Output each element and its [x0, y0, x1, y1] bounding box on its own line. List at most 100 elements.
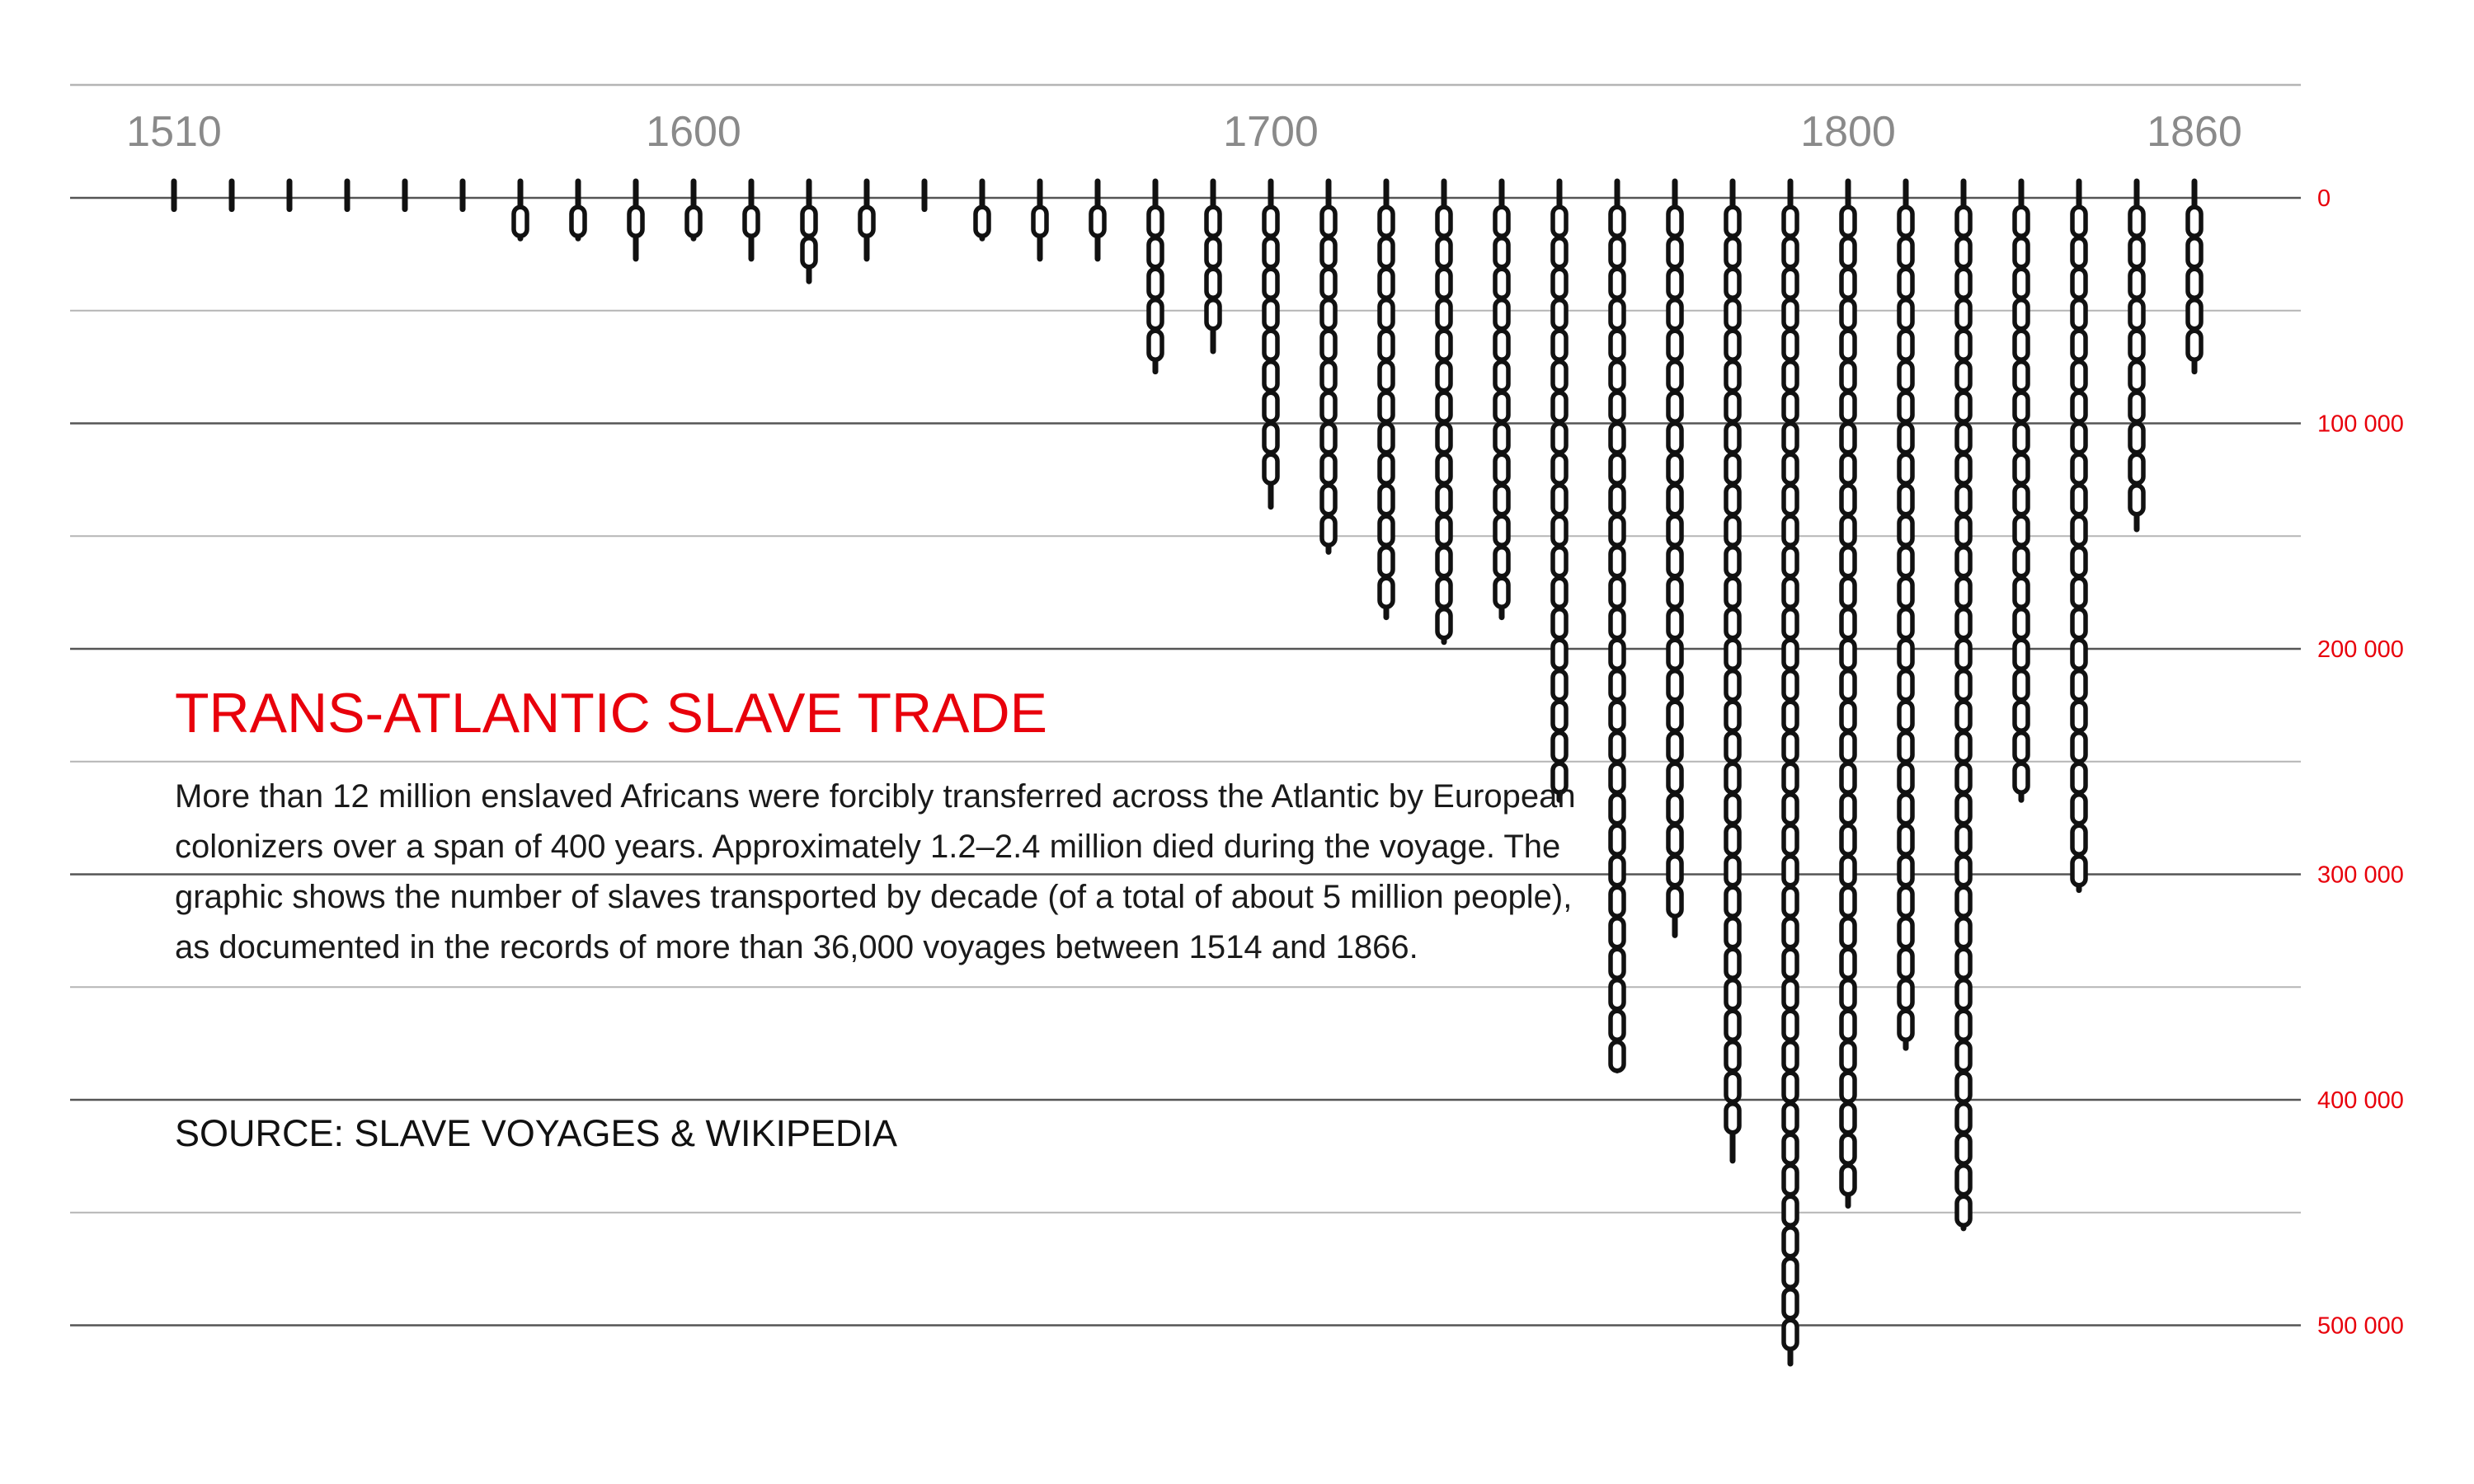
chain-link: [1493, 421, 1511, 455]
chain-link: [1781, 792, 1799, 826]
chain-link: [2070, 328, 2088, 362]
chain-link: [1319, 328, 1338, 362]
chart-source: SOURCE: SLAVE VOYAGES & WIKIPEDIA: [175, 1112, 898, 1154]
chain-link: [1897, 730, 1915, 764]
chain-link: [800, 236, 818, 270]
chain-link: [1839, 792, 1857, 826]
chain-link: [1897, 514, 1915, 547]
chain-link: [1319, 204, 1338, 238]
chain-link: [2012, 328, 2030, 362]
chain-link: [2070, 761, 2088, 795]
chain-link: [1724, 390, 1742, 424]
chain-link: [1839, 730, 1857, 764]
chain-link: [1897, 699, 1915, 733]
chain-link: [1435, 359, 1453, 393]
chain-link: [1781, 607, 1799, 641]
chain-link: [1897, 545, 1915, 579]
chain-link: [1954, 298, 1973, 331]
chain-bar: [684, 178, 703, 242]
x-tick-label: 1700: [1223, 108, 1319, 156]
chain-link: [1204, 204, 1222, 238]
chain-link: [800, 204, 818, 238]
chain-link: [2070, 575, 2088, 609]
chain-link: [1954, 359, 1973, 393]
chain-link: [1954, 328, 1973, 362]
chain-bar: [1146, 178, 1164, 375]
chain-link: [1839, 266, 1857, 300]
chain-link: [1724, 792, 1742, 826]
chain-link: [1666, 607, 1684, 641]
chain-link: [1608, 854, 1626, 888]
chain-link: [1377, 452, 1395, 486]
y-axis-labels: 0 100 000 200 000 300 000 400 000 500 000: [2317, 186, 2404, 1340]
chain-link: [1493, 452, 1511, 486]
chain-link: [2012, 298, 2030, 331]
chain-bar: [2185, 178, 2204, 375]
chain-link: [1954, 545, 1973, 579]
chain-link: [1839, 823, 1857, 857]
chain-link: [1954, 916, 1973, 950]
chain-link: [1781, 1070, 1799, 1104]
chain-link: [1839, 699, 1857, 733]
chain-link: [1493, 204, 1511, 238]
chain-link: [1839, 359, 1857, 393]
chain-link: [1493, 266, 1511, 300]
chain-bar: [569, 178, 587, 242]
chain-link: [1839, 1008, 1857, 1042]
chain-link: [1781, 1225, 1799, 1259]
chain-link: [1608, 328, 1626, 362]
chain-link: [1897, 390, 1915, 424]
chain-link: [2128, 452, 2146, 486]
chart-description: More than 12 million enslaved Africans w…: [175, 778, 1576, 965]
chain-link: [1435, 204, 1453, 238]
chain-bar: [511, 178, 529, 242]
chain-link: [1435, 452, 1453, 486]
chain-link: [627, 204, 645, 238]
chain-link: [1724, 575, 1742, 609]
chain-link: [1839, 328, 1857, 362]
chain-link: [1146, 328, 1164, 362]
chain-link: [1897, 298, 1915, 331]
chain-link: [1377, 545, 1395, 579]
chain-link: [1897, 669, 1915, 702]
chain-link: [2070, 669, 2088, 702]
chain-link: [1550, 452, 1569, 486]
chain-link: [1666, 854, 1684, 888]
chain-link: [1146, 298, 1164, 331]
chain-link: [1781, 575, 1799, 609]
chain-link: [1608, 204, 1626, 238]
chain-link: [1724, 514, 1742, 547]
chain-link: [1666, 266, 1684, 300]
chain-bar: [1839, 178, 1857, 1209]
chain-link: [1839, 916, 1857, 950]
chain-link: [1319, 452, 1338, 486]
chain-link: [1839, 483, 1857, 517]
chain-bar: [1319, 178, 1338, 555]
chain-link: [1839, 669, 1857, 702]
chain-link: [1724, 359, 1742, 393]
chain-link: [1781, 204, 1799, 238]
chain-link: [1262, 452, 1280, 486]
chain-link: [1781, 390, 1799, 424]
chain-link: [1435, 545, 1453, 579]
chain-bar: [1897, 178, 1915, 1051]
chain-link: [1377, 204, 1395, 238]
chain-link: [1666, 328, 1684, 362]
chain-link: [2070, 236, 2088, 270]
chain-link: [2070, 421, 2088, 455]
chain-link: [1435, 483, 1453, 517]
chain-link: [2070, 483, 2088, 517]
chain-link: [1435, 514, 1453, 547]
chain-link: [1839, 607, 1857, 641]
chain-link: [1550, 669, 1569, 702]
x-tick-label: 1600: [646, 108, 741, 156]
chain-link: [1724, 854, 1742, 888]
chain-link: [1839, 1163, 1857, 1197]
y-tick-label: 500 000: [2317, 1313, 2404, 1340]
chain-link: [1608, 298, 1626, 331]
chain-link: [742, 204, 760, 238]
chain-link: [1550, 359, 1569, 393]
chain-link: [2012, 545, 2030, 579]
chain-link: [1839, 946, 1857, 980]
chain-link: [1666, 514, 1684, 547]
